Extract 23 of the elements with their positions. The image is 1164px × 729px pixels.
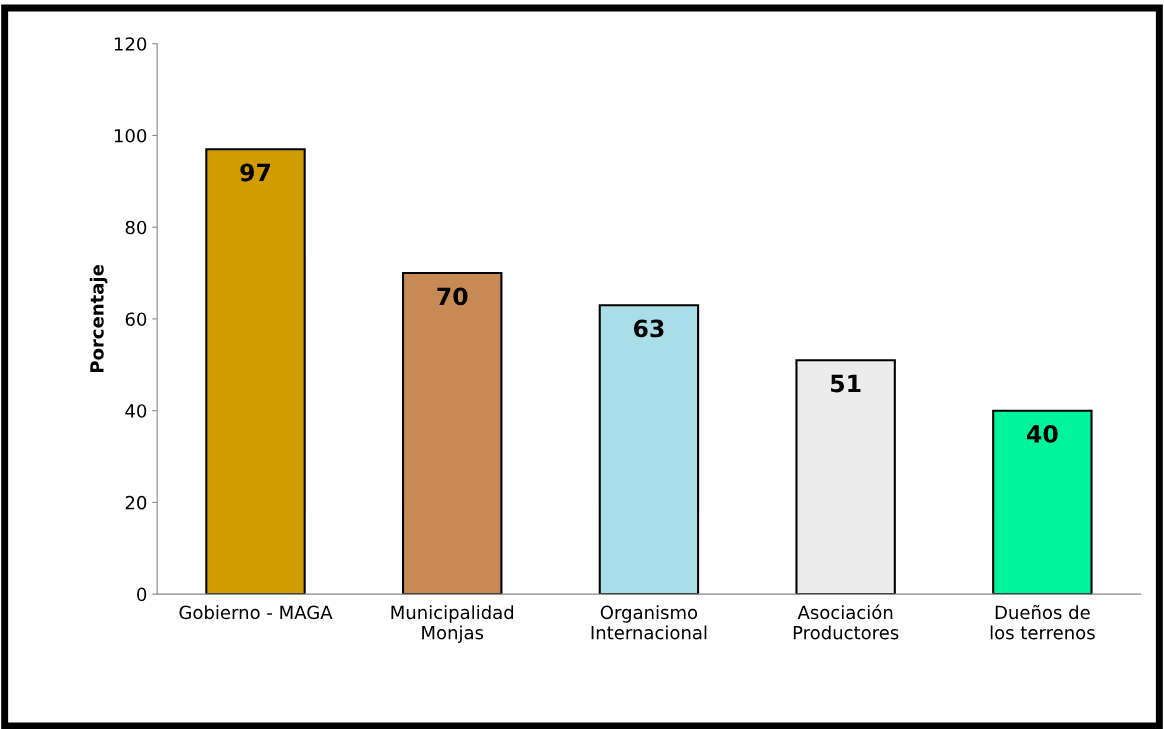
- x-tick-label: Gobierno - MAGA: [179, 605, 333, 620]
- y-tick-label: 60: [125, 312, 147, 327]
- y-tick-label: 40: [125, 404, 147, 418]
- y-tick-label: 120: [114, 37, 147, 51]
- bar: [795, 359, 896, 595]
- data-label: 97: [240, 163, 271, 182]
- y-axis-title: Porcentaje: [89, 265, 108, 373]
- x-tick-label: Dueños de los terrenos: [990, 604, 1095, 640]
- bar: [598, 304, 700, 595]
- bar: [992, 409, 1093, 595]
- y-tick-label: 80: [125, 220, 147, 235]
- x-tick-label: Asociación Productores: [793, 604, 899, 640]
- data-label: 51: [831, 374, 861, 393]
- y-tick-label: 20: [125, 495, 147, 510]
- data-label: 63: [633, 319, 664, 338]
- y-tick-label: 100: [114, 128, 147, 143]
- data-label: 70: [437, 287, 468, 306]
- x-tick-label: Municipalidad Monjas: [391, 605, 514, 643]
- bar: [401, 272, 503, 595]
- data-label: 40: [1027, 424, 1058, 443]
- x-tick-label: Organismo Internacional: [591, 605, 707, 640]
- bar: [205, 148, 306, 595]
- y-tick-label: 0: [137, 587, 147, 602]
